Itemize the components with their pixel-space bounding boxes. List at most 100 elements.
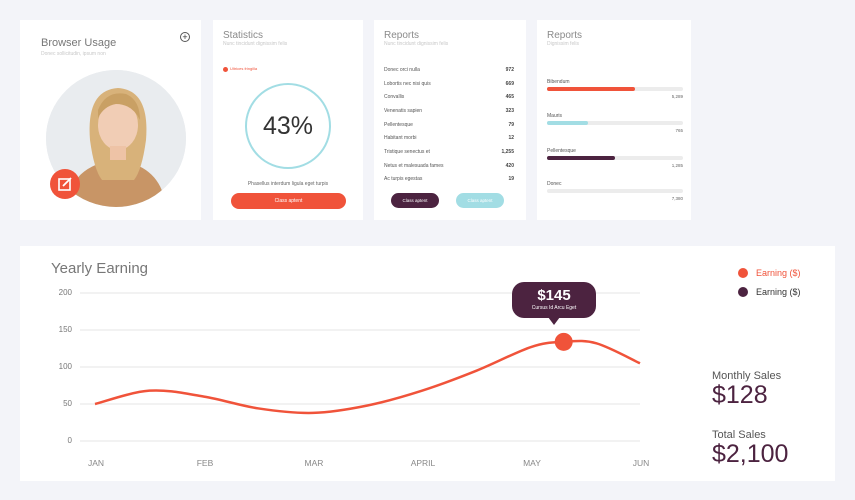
report-row-value: 465: [505, 94, 514, 101]
browser-usage-subtitle: Donec sollicitudin, ipsum non: [41, 51, 106, 57]
report-bar-label: Donec: [547, 181, 562, 187]
report-row: Convallis 465: [384, 90, 514, 104]
browser-usage-card: Browser Usage Donec sollicitudin, ipsum …: [20, 20, 201, 220]
report-row-value: 19: [508, 176, 514, 183]
report-row-value: 420: [505, 162, 514, 169]
report-row: Donec orci nulla 972: [384, 63, 514, 77]
report-bar-item: Donec 7,380: [547, 181, 683, 201]
percent-ring: 43%: [245, 83, 331, 169]
report-bar-label: Bibendum: [547, 79, 570, 85]
legend-label-dark: Earning ($): [756, 287, 801, 297]
yearly-earning-card: Yearly Earning 0 50 100 150 200 JAN FEB MAR APR…: [20, 246, 835, 481]
class-aptent-teal-button[interactable]: Class aptent: [456, 193, 504, 208]
report-bar-track: [547, 121, 683, 125]
report-row: Pellentesque 79: [384, 118, 514, 132]
reports-title: Reports: [384, 30, 420, 41]
report-bar-value: 7,380: [671, 196, 683, 201]
report-bar-fill: [547, 156, 615, 160]
x-tick-label: APRIL: [410, 458, 436, 468]
tooltip-subtitle: Cursus Id Arcu Eget: [531, 305, 577, 311]
y-tick-label: 200: [58, 288, 72, 297]
statistics-card: Statistics Nunc tincidunt dignissim feli…: [213, 20, 363, 220]
statistics-title: Statistics: [223, 30, 264, 41]
x-tick-label: JUN: [632, 458, 650, 468]
x-tick-label: JAN: [87, 458, 105, 468]
legend-label-orange: Earning ($): [756, 268, 801, 278]
total-sales-value: $2,100: [712, 440, 789, 468]
browser-usage-title: Browser Usage: [41, 37, 117, 49]
report-bar-track: [547, 156, 683, 160]
x-tick-label: MAY: [523, 458, 541, 468]
y-tick-label: 100: [58, 362, 72, 371]
earning-chart: [80, 292, 641, 442]
plus-circle-icon[interactable]: +: [180, 32, 190, 42]
statistics-subtitle: Nunc tincidunt dignissim felis: [223, 41, 288, 47]
report-row: Habitant morbi 12: [384, 131, 514, 145]
x-tick-label: MAR: [304, 458, 324, 468]
report-row: Lobortis nec nisi quis 669: [384, 77, 514, 91]
report-row-value: 669: [505, 80, 514, 87]
report-bar-label: Mauris: [547, 113, 563, 119]
report-row-value: 12: [508, 135, 514, 142]
chart-tooltip: $145 Cursus Id Arcu Eget: [512, 282, 596, 318]
report-row: Netus et malesuada fames 420: [384, 159, 514, 173]
report-row-label: Habitant morbi: [384, 135, 417, 142]
report-bar-value: 765: [675, 128, 683, 133]
reports-list: Donec orci nulla 972 Lobortis nec nisi qui…: [384, 63, 514, 186]
report-bar-item: Bibendum 5,289: [547, 79, 683, 99]
report-row-value: 1,255: [501, 148, 514, 155]
legend-dot: [223, 67, 228, 72]
chart-title: Yearly Earning: [51, 260, 149, 277]
x-tick-label: FEB: [196, 458, 214, 468]
reports-bars-subtitle: Dignissim felis: [547, 41, 579, 47]
edit-avatar-button[interactable]: [50, 169, 80, 199]
legend-item-orange[interactable]: Earning ($): [738, 268, 801, 278]
reports-list-card: Reports Nunc tincidunt dignissim felis D…: [374, 20, 526, 220]
report-bar-label: Pellentesque: [547, 148, 576, 154]
report-row-label: Pellentesque: [384, 121, 413, 128]
reports-bars-card: Reports Dignissim felis Bibendum 5,289 Mau…: [537, 20, 691, 220]
tooltip-value: $145: [537, 287, 571, 304]
report-bar-fill: [547, 87, 636, 91]
report-bar-item: Mauris 765: [547, 113, 683, 133]
earning-series-line: [94, 339, 641, 415]
legend-dot-dark: [738, 287, 748, 297]
report-row-value: 323: [505, 107, 514, 114]
report-row-value: 972: [505, 66, 514, 73]
y-tick-label: 0: [67, 436, 72, 445]
percent-value: 43%: [262, 111, 314, 140]
report-row-label: Convallis: [384, 94, 405, 101]
legend-dot-orange: [738, 268, 748, 278]
report-row-label: Tristique senectus et: [384, 148, 430, 155]
reports-bars-title: Reports: [547, 30, 583, 41]
edit-icon: [58, 177, 72, 191]
total-sales-label: Total Sales: [712, 429, 766, 441]
legend-label: Ultrices fringilla: [230, 66, 258, 71]
report-row-label: Netus et malesuada fames: [384, 162, 444, 169]
report-row-label: Donec orci nulla: [384, 66, 420, 73]
report-row-label: Lobortis nec nisi quis: [384, 80, 431, 87]
highlight-point: [554, 332, 573, 351]
report-bar-value: 5,289: [671, 94, 683, 99]
monthly-sales-value: $128: [712, 381, 768, 409]
report-row-value: 79: [508, 121, 514, 128]
legend-item-dark[interactable]: Earning ($): [738, 287, 801, 297]
class-aptent-button[interactable]: Class aptent: [231, 193, 346, 209]
report-row: Tristique senectus et 1,255: [384, 145, 514, 159]
report-row-label: Ac turpis egestas: [384, 176, 423, 183]
report-bar-track: [547, 189, 683, 193]
report-bar-fill: [547, 121, 588, 125]
report-bar-item: Pellentesque 1,285: [547, 148, 683, 168]
report-row-label: Venenatis sapien: [384, 107, 423, 114]
report-bar-value: 1,285: [671, 163, 683, 168]
y-tick-label: 50: [63, 399, 72, 408]
avatar: [46, 70, 186, 207]
avatar-image: [46, 70, 186, 207]
report-row: Venenatis sapien 323: [384, 104, 514, 118]
monthly-sales-label: Monthly Sales: [712, 370, 782, 382]
y-tick-label: 150: [58, 325, 72, 334]
report-bar-track: [547, 87, 683, 91]
class-aptent-dark-button[interactable]: Class aptent: [391, 193, 439, 208]
reports-subtitle: Nunc tincidunt dignissim felis: [384, 41, 449, 47]
tooltip-arrow: [548, 317, 560, 325]
